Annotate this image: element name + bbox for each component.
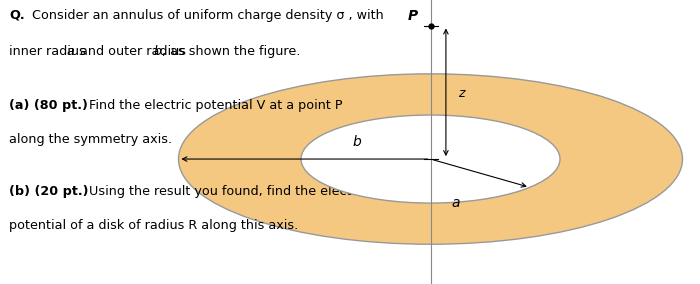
- Text: Q.: Q.: [9, 9, 25, 22]
- Text: (a) (80 pt.): (a) (80 pt.): [9, 99, 88, 112]
- Text: potential of a disk of radius R along this axis.: potential of a disk of radius R along th…: [9, 219, 298, 232]
- Text: b: b: [154, 45, 162, 59]
- Text: Find the electric potential V at a point P: Find the electric potential V at a point…: [85, 99, 342, 112]
- Text: Using the result you found, find the electric: Using the result you found, find the ele…: [85, 185, 367, 198]
- Text: P: P: [408, 9, 418, 23]
- Text: inner radius: inner radius: [9, 45, 90, 59]
- Text: along the symmetry axis.: along the symmetry axis.: [9, 133, 172, 147]
- Text: b: b: [353, 135, 361, 149]
- Text: Consider an annulus of uniform charge density σ , with: Consider an annulus of uniform charge de…: [32, 9, 384, 22]
- Text: and outer radius: and outer radius: [76, 45, 190, 59]
- Ellipse shape: [301, 115, 560, 203]
- Text: a: a: [452, 196, 460, 210]
- Ellipse shape: [178, 74, 682, 244]
- Text: z: z: [458, 87, 465, 100]
- Text: a: a: [66, 45, 74, 59]
- Text: (b) (20 pt.): (b) (20 pt.): [9, 185, 89, 198]
- Text: , as shown the figure.: , as shown the figure.: [162, 45, 300, 59]
